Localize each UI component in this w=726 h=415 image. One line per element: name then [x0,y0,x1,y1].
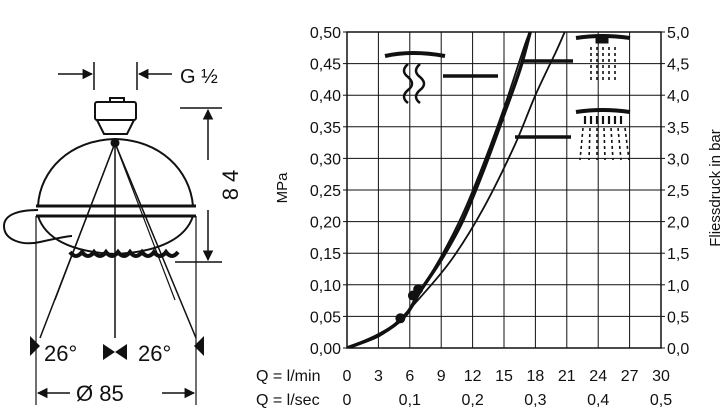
selector-handle [2,209,73,245]
y-tick-left: 0,40 [310,88,341,105]
y-tick-left: 0,05 [310,309,341,326]
head-dome [37,137,194,207]
y-tick-left: 0,15 [310,246,341,263]
y-tick-right: 1,0 [667,278,689,295]
x-row1-label: Q = l/min [256,368,320,385]
x-tick-lmin: 30 [652,368,670,385]
chart-ticks: 0,000,050,100,150,200,250,300,350,400,45… [310,25,689,409]
angle-arrows-center [103,344,127,360]
y-tick-left: 0,45 [310,57,341,74]
x-tick-lsec: 0,3 [524,392,546,409]
angle-arrow-left [30,336,40,356]
y-tick-left: 0,30 [310,151,341,168]
x-tick-lmin: 15 [495,368,513,385]
y-tick-left: 0,20 [310,215,341,232]
height-label: 8 4 [218,170,243,201]
whirl-spray-icon [384,51,498,104]
x-tick-lmin: 27 [621,368,639,385]
x-tick-lsec: 0,5 [650,392,672,409]
x-tick-lsec: 0,4 [587,392,609,409]
angle-arrow-right [194,336,204,356]
chart-series [347,32,566,348]
rain-spray-icon [521,34,631,82]
massage-spray-icon [515,108,631,161]
y-tick-left: 0,35 [310,120,341,137]
x-tick-lmin: 18 [527,368,545,385]
y-tick-right: 4,0 [667,88,689,105]
x-tick-lsec: 0,1 [399,392,421,409]
angle-left-label: 26° [44,341,77,366]
y-tick-right: 3,5 [667,120,689,137]
spray-nozzles [68,248,180,258]
series-point-whirl [395,313,406,324]
x-row2-label: Q = l/sec [256,392,320,409]
x-tick-lmin: 6 [405,368,414,385]
x-tick-lmin: 3 [374,368,383,385]
y-tick-right: 0,5 [667,309,689,326]
spray-line-right-outer [114,142,197,339]
y-tick-left: 0,25 [310,183,341,200]
y-tick-left: 0,00 [310,341,341,358]
spray-line-right-inner [114,142,176,301]
x-tick-lmin: 12 [464,368,482,385]
connector-nut-top [109,97,125,102]
shower-head-drawing: G ½ 8 4 26° 26° [2,62,243,406]
x-tick-lsec: 0 [343,392,352,409]
series-line-whirl [347,32,566,348]
y-tick-right: 0,0 [667,341,689,358]
chart-grid [346,31,662,349]
flow-pressure-chart: 0,000,050,100,150,200,250,300,350,400,45… [256,25,724,409]
series-point-rain [413,284,424,295]
connection-label: G ½ [180,66,218,88]
diameter-label: Ø 85 [76,381,124,406]
y-tick-right: 1,5 [667,246,689,263]
y-tick-left: 0,50 [310,25,341,42]
y-tick-right: 5,0 [667,25,689,42]
x-tick-lmin: 24 [589,368,607,385]
y-tick-right: 2,0 [667,215,689,232]
angle-right-label: 26° [138,341,171,366]
connector-ball [96,119,135,135]
y-tick-right: 2,5 [667,183,689,200]
y-axis-right-title: Fliessdruck in bar [707,129,724,247]
y-axis-left-title: MPa [274,172,291,204]
y-tick-left: 0,10 [310,278,341,295]
x-tick-lmin: 9 [437,368,446,385]
x-tick-lsec: 0,2 [461,392,483,409]
connector-nut [94,101,137,121]
y-tick-right: 4,5 [667,57,689,74]
x-tick-lmin: 21 [558,368,576,385]
y-tick-right: 3,0 [667,151,689,168]
spray-line-left-inner [54,142,116,301]
x-tick-lmin: 0 [343,368,352,385]
